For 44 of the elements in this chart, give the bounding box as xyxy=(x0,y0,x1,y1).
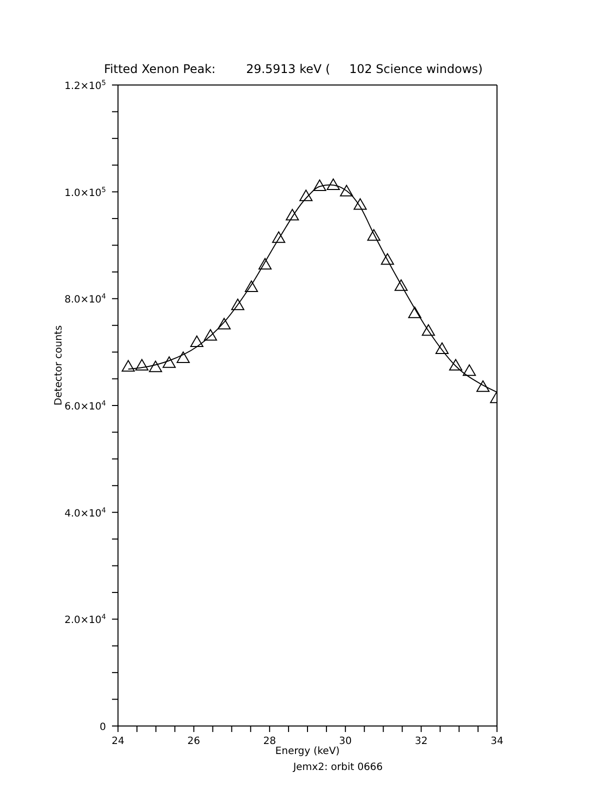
point xyxy=(476,380,490,392)
point xyxy=(367,229,380,241)
point xyxy=(462,364,476,376)
point xyxy=(340,184,354,196)
point xyxy=(122,360,135,372)
point xyxy=(326,178,340,190)
y-axis-title: Detector counts xyxy=(54,325,65,406)
point xyxy=(218,318,231,330)
point xyxy=(299,190,313,202)
y-tick-label: 1.0×10$^{5}$ xyxy=(64,186,106,199)
point xyxy=(313,180,326,192)
point xyxy=(354,198,367,210)
x-tick-label: 28 xyxy=(263,736,276,747)
point xyxy=(272,231,286,243)
y-tick-label: 6.0×10$^{4}$ xyxy=(64,400,107,412)
point xyxy=(244,280,258,292)
point xyxy=(435,342,449,354)
point xyxy=(204,329,218,341)
point xyxy=(258,258,272,270)
x-axis-title: Energy (keV) xyxy=(275,746,340,757)
point xyxy=(449,358,462,371)
x-tick-label: 24 xyxy=(112,736,124,747)
point xyxy=(190,335,204,348)
y-tick-label: 2.0×10$^{4}$ xyxy=(64,613,107,626)
point xyxy=(176,352,190,364)
point xyxy=(231,298,244,310)
x-tick-label: 34 xyxy=(490,736,504,747)
point xyxy=(286,208,299,220)
y-tick-label: 1.2×10$^{5}$ xyxy=(64,79,106,92)
point xyxy=(135,358,148,371)
y-tick-label: 4.0×10$^{4}$ xyxy=(64,506,107,520)
point xyxy=(408,306,422,318)
point xyxy=(380,253,394,265)
text: Jemx2: orbit 0666 xyxy=(292,762,384,773)
x-tick-label: 32 xyxy=(414,736,428,747)
point xyxy=(422,324,435,336)
point xyxy=(394,279,408,291)
chart-title: Fitted Xenon Peak: 29.5913 keV ( 102 Science windows) xyxy=(104,62,483,76)
x-tick-label: 26 xyxy=(187,736,200,747)
y-tick-label: 8.0×10$^{4}$ xyxy=(64,292,107,306)
x-tick-label: 30 xyxy=(339,736,352,747)
y-tick-label: 0 xyxy=(100,722,106,733)
point xyxy=(148,360,162,372)
point xyxy=(162,356,176,368)
